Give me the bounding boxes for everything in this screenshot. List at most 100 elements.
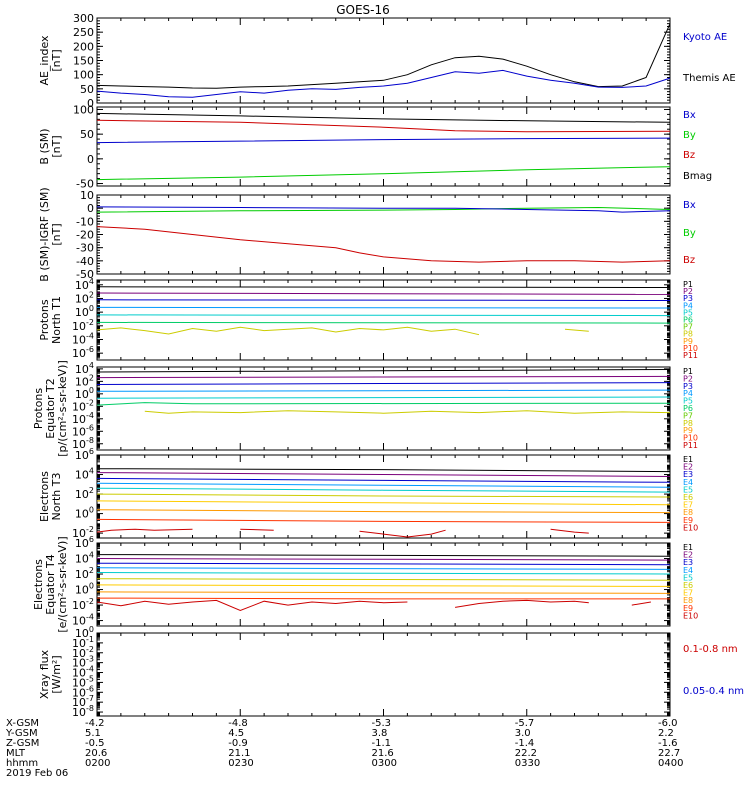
y-tick-exponent: -4: [86, 613, 94, 622]
y-tick-label: 0: [87, 202, 94, 215]
legend-entry: E10: [683, 611, 698, 620]
series-line-p4: [96, 306, 671, 309]
y-tick-base: 10: [72, 438, 86, 451]
legend-entry: P2: [683, 374, 693, 383]
y-tick-base: 10: [72, 686, 86, 699]
legend-entry: By: [683, 228, 696, 239]
y-tick-exponent: -5: [86, 674, 94, 683]
legend-entry: P4: [683, 301, 693, 310]
x-axis-value: -0.5: [85, 738, 105, 749]
series-line-by: [96, 166, 671, 181]
series-line-e6: [96, 493, 671, 498]
x-axis-value: -4.2: [85, 718, 105, 729]
y-axis-label: [e/(cm²-s-sr-keV)]: [56, 536, 69, 632]
y-axis-label: B (SM): [38, 128, 51, 164]
x-axis-value: 0400: [658, 758, 683, 769]
y-tick-exponent: -2: [86, 645, 94, 654]
y-tick-exponent: 0: [89, 506, 94, 515]
series-line-p2: [96, 292, 671, 295]
legend-entry: Bz: [683, 150, 695, 161]
y-tick-exponent: -4: [86, 331, 94, 340]
series-line-e2: [96, 472, 671, 477]
legend-entry: P4: [683, 389, 693, 398]
y-tick-label: 10-4: [72, 411, 94, 426]
y-tick-label: -30: [76, 242, 94, 255]
series-line-p8: [96, 326, 480, 336]
y-tick-label: -10: [76, 215, 94, 228]
y-tick-label: 10-4: [72, 665, 94, 680]
y-tick-label: 100: [75, 304, 94, 319]
y-tick-exponent: -1: [86, 635, 94, 644]
legend-entry: E1: [683, 455, 693, 464]
series-line-e4: [96, 567, 671, 570]
legend-entry: Themis AE: [682, 73, 736, 84]
series-line-e1: [96, 468, 671, 473]
panel-frame: [96, 17, 671, 104]
series-line-e7: [96, 500, 671, 506]
y-tick-label: 106: [75, 535, 94, 550]
series-line-p6: [96, 402, 671, 406]
legend-entry: E6: [683, 493, 693, 502]
y-tick-base: 10: [72, 333, 86, 346]
legend-entry: E9: [683, 516, 693, 525]
legend-entry: E5: [683, 573, 693, 582]
legend-entry: E3: [683, 558, 693, 567]
x-axis-value: -5.7: [515, 718, 535, 729]
series-line-kyoto-ae: [96, 69, 671, 98]
legend-entry: P5: [683, 397, 693, 406]
series-line-e10: [359, 529, 446, 538]
y-tick-label: -50: [76, 178, 94, 191]
y-tick-exponent: 6: [89, 447, 94, 456]
y-axis-label: Electrons: [38, 471, 51, 522]
series-line-p1: [96, 369, 671, 373]
series-line-p1: [96, 286, 671, 288]
legend-entry: P9: [683, 426, 693, 435]
x-axis-value: -6.0: [658, 718, 678, 729]
y-axis-label: North T1: [50, 296, 63, 344]
plot-date: 2019 Feb 06: [6, 768, 68, 779]
panel-3: 100-10-20-30-40-50 B (SM)-IGRF (SM) [nT] Bx…: [38, 187, 696, 281]
legend-entry: P3: [683, 382, 693, 391]
y-tick-exponent: -2: [86, 318, 94, 327]
y-tick-base: 10: [72, 667, 86, 680]
legend-entry: P11: [683, 351, 698, 360]
y-tick-label: -50: [76, 268, 94, 281]
y-tick-label: 200: [73, 40, 94, 53]
y-tick-label: 102: [75, 486, 94, 501]
y-axis-label: [W/m²]: [50, 655, 63, 693]
y-tick-base: 10: [72, 647, 86, 660]
x-axis-value: 0330: [515, 758, 540, 769]
y-tick-label: 104: [75, 277, 94, 292]
legend-entry: Bz: [683, 255, 695, 266]
y-axis-label: Equator T4: [44, 554, 57, 614]
y-tick-label: 50: [80, 128, 94, 141]
x-axis-value: 2.2: [658, 728, 674, 739]
y-tick-base: 10: [75, 279, 89, 292]
y-tick-base: 10: [72, 527, 86, 540]
y-tick-base: 10: [75, 449, 89, 462]
series-line-bz: [96, 119, 671, 133]
legend-entry: P5: [683, 308, 693, 317]
legend-entry: E7: [683, 589, 693, 598]
y-tick-base: 10: [72, 425, 86, 438]
series-line-bx: [96, 206, 671, 213]
y-tick-base: 10: [72, 413, 86, 426]
y-tick-label: 300: [73, 12, 94, 25]
y-axis-label: [nT]: [50, 223, 63, 245]
panel-2: 100 50 0 -50 B (SM) [nT] Bx By Bz Bmag: [38, 103, 712, 190]
y-axis-label: [nT]: [50, 135, 63, 157]
y-tick-base: 10: [75, 469, 89, 482]
y-tick-label: 10-4: [72, 613, 94, 628]
series-line-e9: [96, 597, 670, 600]
series-line-e5: [96, 487, 671, 493]
y-tick-exponent: 4: [89, 277, 94, 286]
series-line-e1: [96, 554, 671, 557]
y-tick-label: 102: [75, 290, 94, 305]
x-axis-row-label: X-GSM: [6, 718, 39, 729]
y-tick-exponent: -2: [86, 525, 94, 534]
legend-entry: P10: [683, 344, 698, 353]
y-tick-base: 10: [75, 537, 89, 550]
